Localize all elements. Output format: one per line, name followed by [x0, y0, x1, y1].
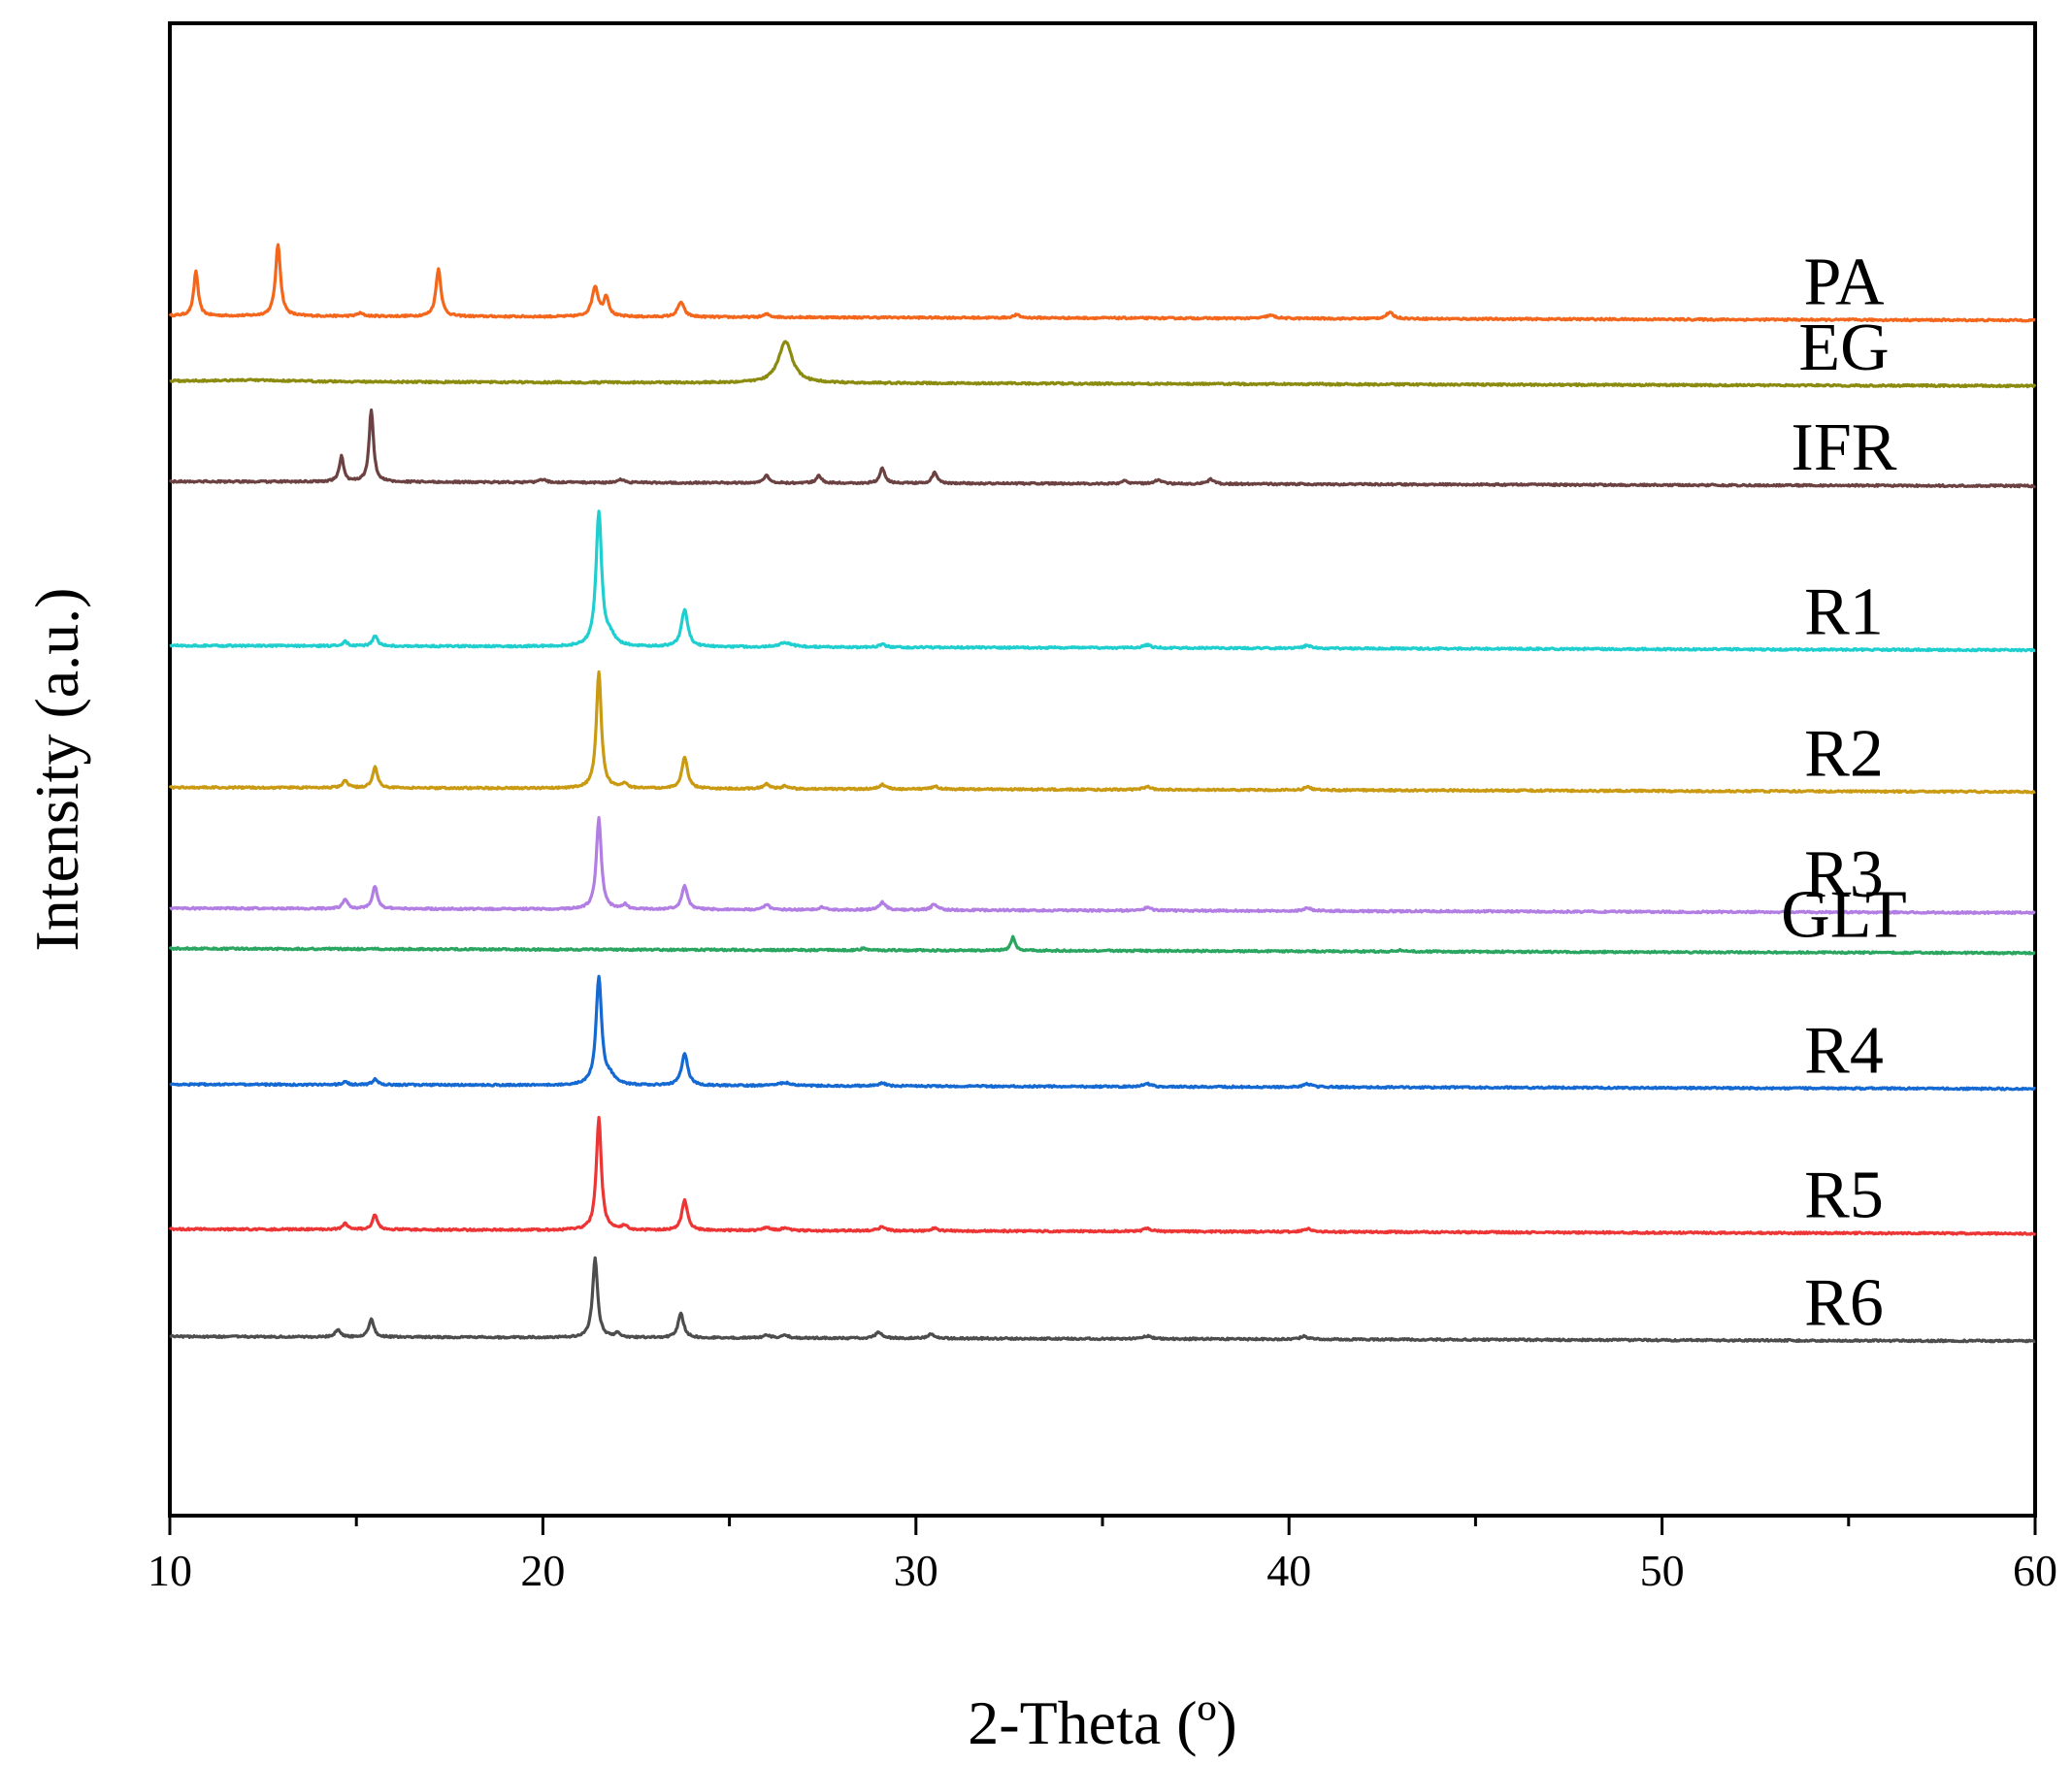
series-line-glt: [168, 934, 2036, 956]
series-label-r4: R4: [1804, 1014, 1884, 1089]
series-label-glt: GLT: [1781, 878, 1907, 953]
series-label-r2: R2: [1804, 716, 1884, 791]
series-label-r6: R6: [1804, 1265, 1884, 1340]
series-line-r5: [168, 1115, 2037, 1236]
x-tick-label: 20: [520, 1546, 565, 1595]
data-series: [168, 243, 2037, 1344]
y-axis-title: Intensity (a.u.): [22, 588, 91, 952]
series-label-r3: R3: [1804, 837, 1884, 912]
series-label-eg: EG: [1798, 311, 1889, 385]
series-line-r4: [169, 974, 2037, 1092]
series-label-r1: R1: [1804, 574, 1884, 649]
series-label-r5: R5: [1804, 1159, 1884, 1233]
x-tick-label: 50: [1640, 1546, 1685, 1595]
x-tick-label: 60: [2013, 1546, 2057, 1595]
series-line-pa: [168, 243, 2036, 323]
x-tick-label: 30: [894, 1546, 938, 1595]
series-label-pa: PA: [1803, 245, 1885, 319]
series-line-r6: [169, 1256, 2036, 1344]
series-line-r2: [168, 670, 2036, 795]
series-line-eg: [169, 340, 2037, 389]
series-line-r3: [169, 815, 2036, 916]
x-tick-label: 10: [148, 1546, 192, 1595]
series-line-ifr: [168, 409, 2037, 489]
x-tick-label: 40: [1266, 1546, 1311, 1595]
x-axis-title: 2-Theta (º): [968, 1688, 1236, 1757]
series-label-ifr: IFR: [1792, 410, 1897, 485]
series-line-r1: [169, 509, 2036, 653]
plot-frame: [168, 21, 2037, 1518]
x-axis-ticks: 10 20 30 40 50 60: [148, 1516, 2057, 1595]
